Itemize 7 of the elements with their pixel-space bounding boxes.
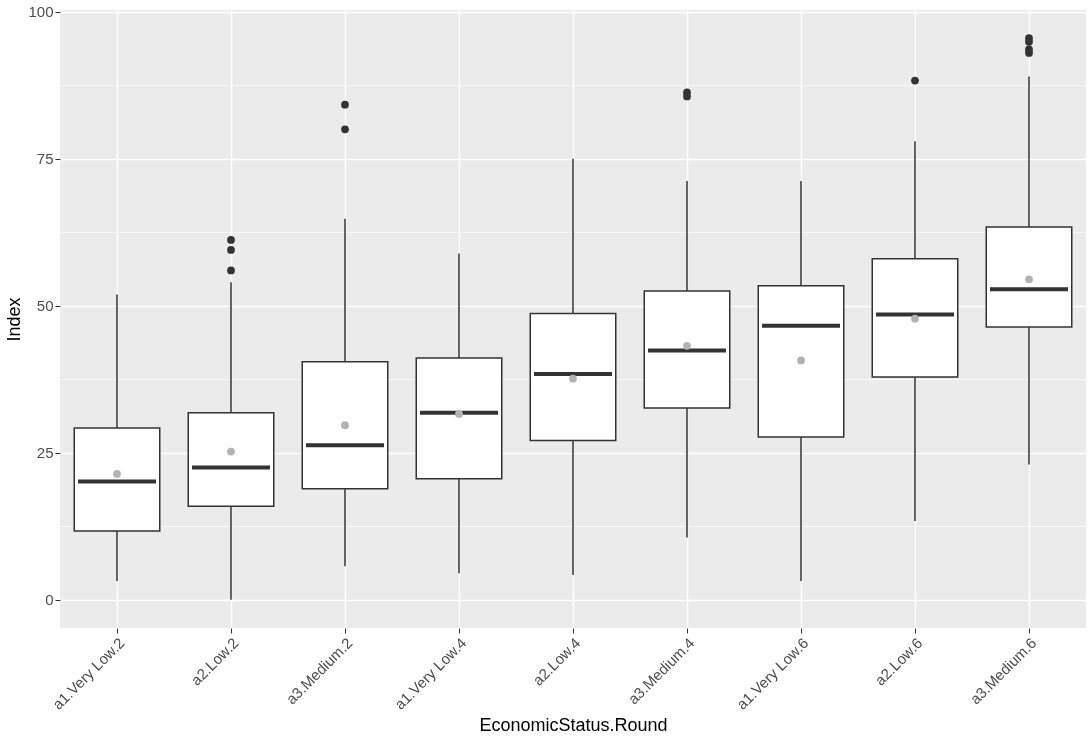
y-tick-label: 100 bbox=[28, 3, 54, 21]
y-axis-title: Index bbox=[4, 297, 25, 342]
y-tick-label: 25 bbox=[36, 444, 54, 462]
y-tick-label: 50 bbox=[36, 297, 54, 315]
x-axis-title: EconomicStatus.Round bbox=[479, 714, 668, 735]
y-tick-label: 0 bbox=[45, 591, 54, 609]
y-tick-label: 75 bbox=[36, 150, 54, 168]
